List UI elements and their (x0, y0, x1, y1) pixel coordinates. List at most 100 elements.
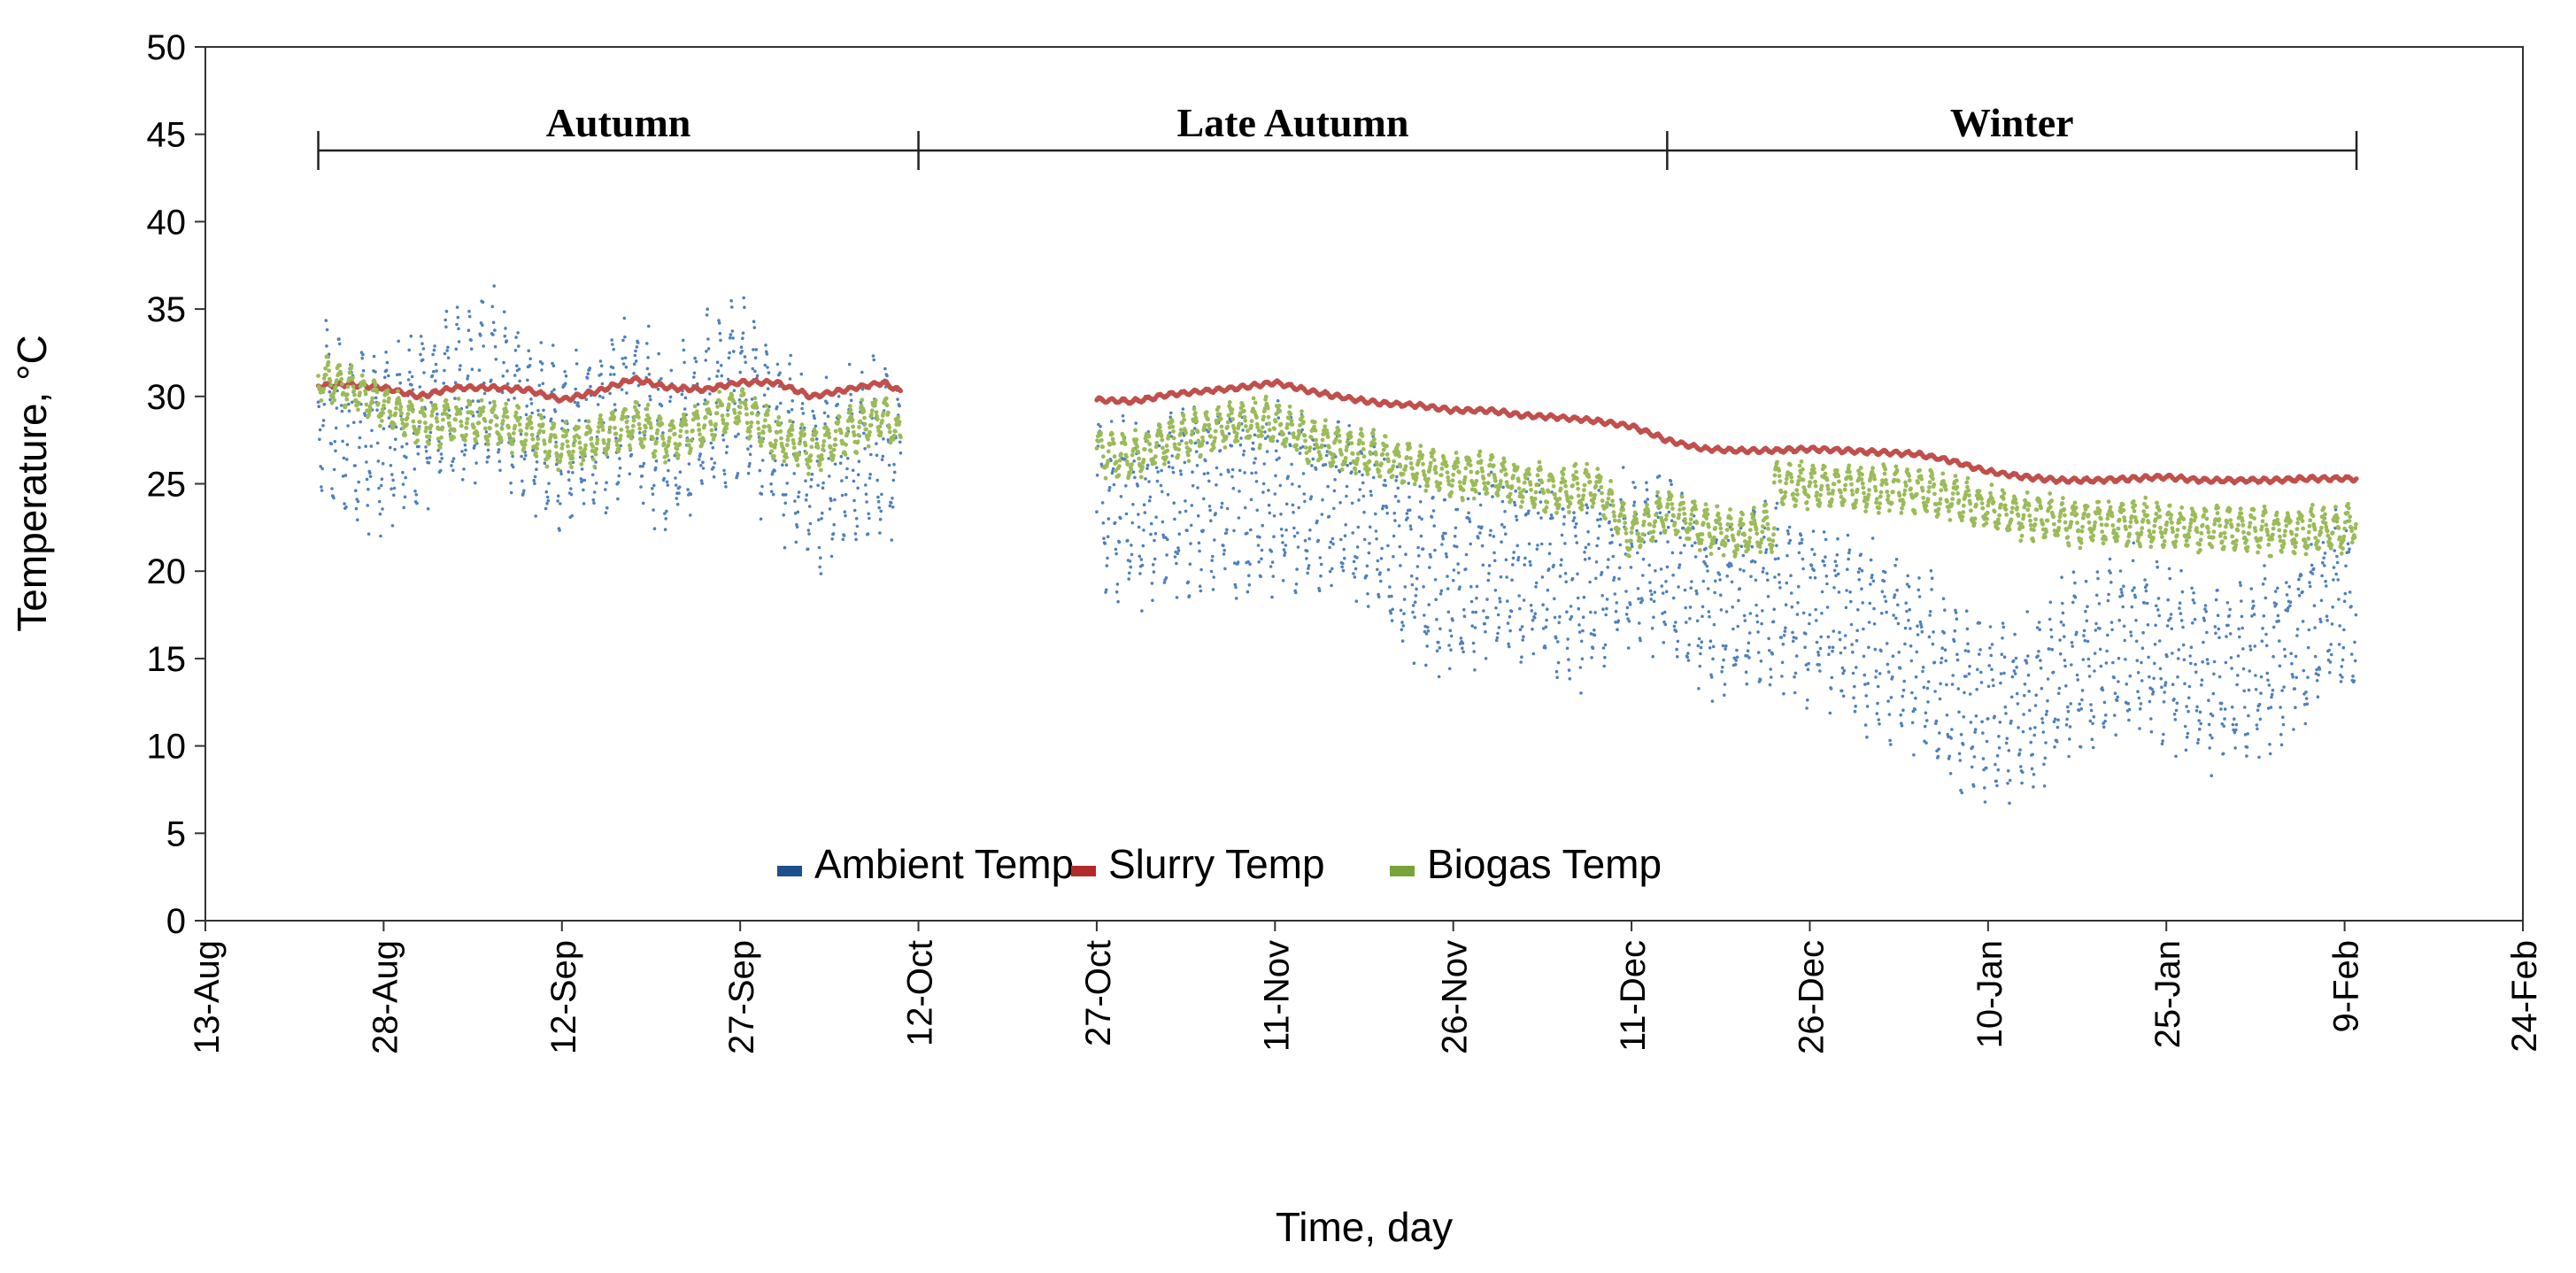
data-point (1176, 549, 1181, 552)
data-point (775, 362, 780, 366)
data-point (2093, 669, 2096, 673)
data-point (1649, 598, 1653, 601)
data-point (1332, 506, 1336, 511)
data-point (1747, 631, 1752, 635)
data-point (1614, 621, 1617, 624)
data-point (2335, 554, 2339, 559)
data-point (647, 324, 651, 328)
data-point (1768, 649, 1771, 652)
data-point (2173, 718, 2178, 721)
data-point (319, 465, 323, 468)
data-point (455, 305, 459, 309)
data-point (1761, 609, 1764, 613)
data-point (389, 487, 393, 491)
data-point (1518, 606, 1522, 611)
data-point (1346, 463, 1349, 467)
data-point (2091, 721, 2094, 726)
data-point (1800, 541, 1803, 544)
data-point (1265, 450, 1269, 453)
data-point (1849, 599, 1853, 604)
data-point (473, 444, 476, 448)
data-point (1201, 528, 1205, 532)
data-point (1921, 669, 1924, 674)
data-point (1869, 558, 1873, 562)
data-point (1513, 503, 1517, 507)
data-point (1444, 552, 1448, 556)
data-point (1827, 645, 1832, 649)
data-point (1965, 627, 1970, 631)
data-point (1502, 525, 1507, 529)
data-point (2248, 644, 2252, 648)
data-point (2269, 706, 2273, 709)
data-point (1616, 619, 1621, 623)
data-point (1175, 561, 1178, 566)
data-point (1865, 705, 1870, 708)
data-point (1928, 613, 1932, 617)
data-point (1520, 655, 1523, 659)
data-point (2001, 625, 2006, 629)
data-point (2098, 627, 2102, 630)
data-point (1997, 735, 2001, 738)
data-point (852, 479, 856, 483)
data-point (2030, 767, 2034, 771)
data-point (2032, 773, 2036, 776)
data-point (668, 395, 673, 399)
data-point (329, 442, 334, 446)
data-point (1793, 691, 1797, 695)
data-point (1130, 552, 1134, 557)
data-point (1698, 664, 1702, 668)
data-point (1744, 670, 1748, 674)
data-point (1587, 557, 1592, 560)
data-point (1500, 540, 1503, 544)
data-point (1141, 544, 1145, 548)
data-point (1344, 523, 1347, 527)
data-point (517, 367, 521, 371)
data-point (1873, 647, 1878, 652)
data-point (2304, 697, 2309, 700)
data-point (2256, 708, 2260, 712)
data-point (1896, 621, 1901, 626)
data-point (1449, 634, 1454, 638)
data-point (1883, 595, 1886, 598)
data-point (2250, 614, 2254, 618)
data-point (1396, 486, 1400, 490)
data-point (1936, 754, 1940, 759)
data-point (2202, 640, 2205, 644)
data-point (855, 524, 860, 528)
data-point (2026, 654, 2030, 658)
data-point (544, 490, 549, 494)
data-point (1402, 612, 1406, 615)
data-point (1249, 528, 1253, 532)
data-point (600, 382, 605, 386)
data-point (2129, 634, 2133, 637)
data-point (2283, 654, 2287, 658)
x-tick-label: 9-Feb (2327, 940, 2366, 1033)
data-point (385, 360, 389, 365)
data-point (1598, 512, 1602, 516)
data-point (1778, 581, 1781, 584)
data-point (1368, 542, 1371, 545)
data-point (1755, 620, 1760, 624)
data-point (1415, 576, 1419, 581)
data-point (705, 313, 709, 317)
data-point (1893, 596, 1896, 599)
data-point (1509, 609, 1514, 613)
data-point (389, 464, 393, 467)
data-point (1683, 544, 1686, 547)
data-point (2149, 717, 2153, 721)
data-point (511, 465, 515, 469)
data-point (438, 459, 443, 464)
data-point (1917, 595, 1922, 598)
data-point (793, 499, 797, 503)
data-point (1810, 547, 1814, 552)
data-point (2334, 572, 2338, 576)
data-point (1144, 477, 1147, 481)
data-point (1444, 531, 1447, 536)
data-point (1424, 632, 1429, 636)
data-point (1565, 610, 1569, 613)
data-point (1721, 644, 1725, 648)
data-point (2301, 620, 2305, 623)
data-point (513, 349, 518, 352)
data-point (891, 478, 896, 482)
data-point (1516, 558, 1520, 562)
